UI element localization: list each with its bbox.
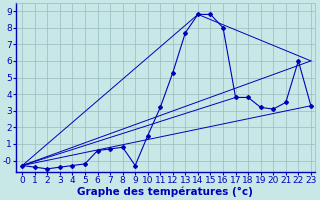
X-axis label: Graphe des températures (°c): Graphe des températures (°c)	[77, 187, 253, 197]
